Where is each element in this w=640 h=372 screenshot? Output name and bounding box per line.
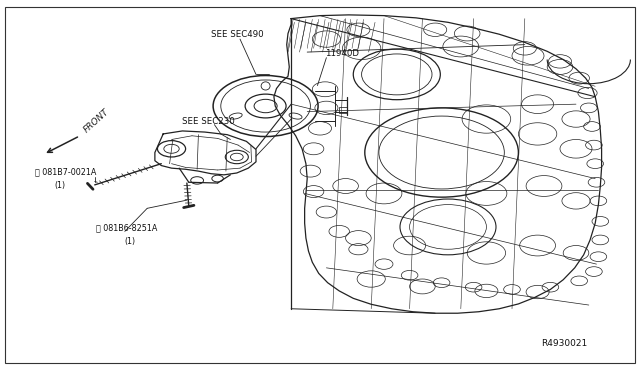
Text: (1): (1) [125, 237, 136, 246]
Bar [339, 107, 347, 113]
Text: 11940D: 11940D [325, 49, 359, 58]
Text: FRONT: FRONT [82, 108, 111, 135]
Text: SEE SEC490: SEE SEC490 [211, 30, 264, 39]
Text: SEE SEC230: SEE SEC230 [182, 118, 235, 126]
Text: R4930021: R4930021 [541, 339, 587, 348]
Text: (1): (1) [54, 181, 65, 190]
Text: Ⓐ 081B7-0021A: Ⓐ 081B7-0021A [35, 168, 97, 177]
Text: Ⓑ 081B6-8251A: Ⓑ 081B6-8251A [96, 224, 157, 232]
